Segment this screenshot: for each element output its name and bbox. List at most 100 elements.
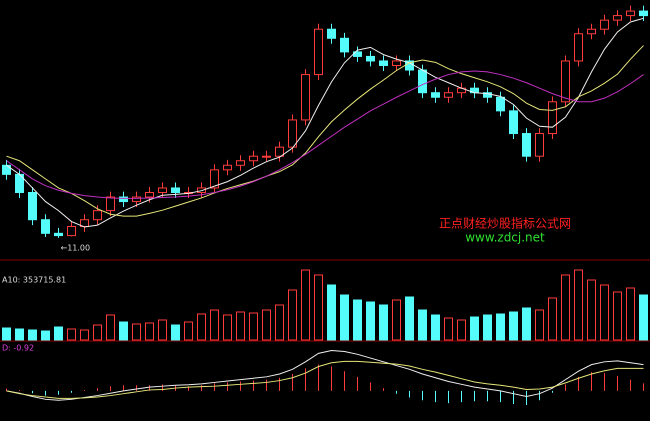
indicator-line <box>6 17 644 228</box>
candle-body <box>483 92 492 98</box>
volume-bar <box>483 314 492 341</box>
candle-body <box>561 60 570 103</box>
candle-body <box>366 55 375 62</box>
volume-bar <box>2 327 11 341</box>
volume-bar <box>106 314 115 341</box>
candle-body <box>548 101 557 135</box>
candle-body <box>522 133 531 157</box>
volume-bar <box>548 297 557 341</box>
volume-bar <box>80 329 89 341</box>
candle-body <box>158 187 167 193</box>
volume-bar <box>470 316 479 341</box>
volume-bar <box>600 284 609 341</box>
volume-bar <box>41 330 50 341</box>
candle-body <box>327 28 336 39</box>
watermark-title: 正点财经炒股指标公式网 <box>439 216 571 231</box>
candle-body <box>600 19 609 30</box>
candle-body <box>171 187 180 193</box>
volume-bar <box>379 304 388 341</box>
candle-body <box>275 146 284 157</box>
volume-bar <box>496 313 505 341</box>
candle-body <box>262 155 271 158</box>
candle-body <box>418 69 427 94</box>
candle-body <box>613 15 622 21</box>
volume-bar <box>535 309 544 341</box>
volume-bar <box>327 284 336 341</box>
volume-bar <box>223 314 232 341</box>
indicator-line <box>6 70 644 199</box>
volume-bar <box>119 321 128 341</box>
volume-bar <box>561 274 570 341</box>
indicator-line <box>6 45 644 217</box>
candle-body <box>340 37 349 53</box>
candle-body <box>54 232 63 237</box>
candle-body <box>93 210 102 221</box>
macd-label: D: -0.92 <box>2 344 34 353</box>
candle-body <box>535 133 544 157</box>
volume-bar <box>15 328 24 341</box>
volume-bar <box>301 269 310 341</box>
volume-bar <box>93 324 102 341</box>
volume-bar <box>197 313 206 341</box>
candle-body <box>444 92 453 98</box>
volume-bar <box>236 311 245 341</box>
volume-bar <box>353 299 362 341</box>
candle-body <box>249 155 258 162</box>
volume-bar <box>522 307 531 341</box>
indicator-line <box>6 360 644 399</box>
volume-bar <box>184 321 193 341</box>
volume-bar <box>132 323 141 341</box>
candle-body <box>132 196 141 203</box>
volume-bar <box>210 309 219 341</box>
candle-body <box>639 10 648 17</box>
volume-bar <box>171 324 180 341</box>
candle-body <box>379 60 388 67</box>
volume-bar <box>28 329 37 341</box>
volume-bar <box>67 328 76 341</box>
volume-bar <box>392 299 401 341</box>
volume-bar <box>457 319 466 341</box>
volume-bar <box>145 322 154 341</box>
candle-body <box>288 119 297 148</box>
volume-bar <box>405 296 414 341</box>
candle-body <box>210 169 219 189</box>
volume-bar <box>626 287 635 341</box>
candle-body <box>392 60 401 67</box>
candle-body <box>431 92 440 98</box>
candle-body <box>106 196 115 212</box>
volume-bar <box>639 294 648 341</box>
volume-label: A10: 353715.81 <box>2 276 66 285</box>
volume-bar <box>431 314 440 341</box>
volume-bar <box>275 304 284 341</box>
volume-bar <box>288 289 297 341</box>
volume-bar <box>249 312 258 341</box>
candle-body <box>236 160 245 166</box>
volume-bar <box>574 269 583 341</box>
candle-body <box>223 164 232 171</box>
volume-bar <box>366 301 375 341</box>
volume-bar <box>418 309 427 341</box>
volume-bar <box>509 311 518 341</box>
volume-bar <box>613 291 622 341</box>
indicator-line <box>6 350 644 401</box>
volume-bar <box>54 326 63 341</box>
volume-bar <box>314 274 323 341</box>
low-marker: ←11.00 <box>61 243 91 252</box>
volume-bar <box>158 319 167 341</box>
candle-body <box>509 110 518 135</box>
watermark-url: www.zdcj.net <box>465 231 545 245</box>
candle-body <box>67 226 76 237</box>
candle-body <box>119 196 128 203</box>
candle-body <box>587 28 596 35</box>
candle-body <box>496 96 505 112</box>
candle-body <box>301 74 310 121</box>
candle-body <box>28 192 37 221</box>
volume-bar <box>340 294 349 341</box>
candle-body <box>314 28 323 76</box>
candle-body <box>41 219 50 234</box>
candle-body <box>626 10 635 17</box>
volume-bar <box>444 317 453 341</box>
candle-body <box>145 192 154 198</box>
volume-bar <box>262 309 271 341</box>
